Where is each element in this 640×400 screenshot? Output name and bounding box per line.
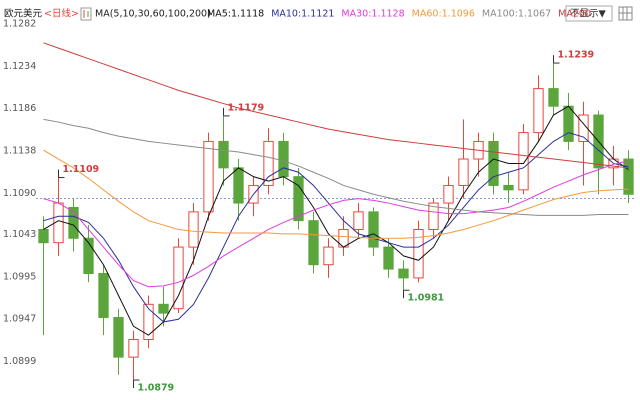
candle-body	[143, 303, 154, 341]
annotation-label: 1.0879	[138, 383, 175, 394]
y-tick-label: 1.1138	[3, 145, 36, 156]
icon-frame	[80, 7, 92, 21]
candle-body	[173, 246, 184, 310]
ma-line	[43, 105, 629, 336]
button-frame	[565, 5, 613, 22]
y-tick-label: 1.0899	[3, 356, 36, 367]
candle-body	[188, 211, 199, 248]
ma-line	[43, 149, 629, 239]
annotation-label: 1.0981	[408, 293, 445, 304]
toggle-button[interactable]: 不显示▼	[565, 5, 613, 22]
period[interactable]: <日线>	[44, 8, 79, 20]
candle-body	[533, 88, 544, 134]
candle-body	[278, 140, 289, 178]
candle-body	[158, 303, 169, 314]
ma-line	[43, 118, 629, 216]
candle-body	[578, 114, 589, 142]
candle-body	[293, 176, 304, 222]
ma-line	[43, 160, 629, 288]
candle-body	[323, 246, 334, 266]
ma-list: MA(5,10,30,60,100,200)	[95, 9, 211, 20]
grid-icon[interactable]	[618, 6, 633, 21]
y-tick-label: 1.1043	[3, 229, 36, 240]
candle-body	[353, 211, 364, 230]
candle-body	[128, 339, 139, 358]
legend-entry: MA30:1.1128	[341, 9, 404, 20]
candle-body	[458, 158, 469, 186]
symbol: 欧元美元	[4, 8, 43, 20]
candle-body	[548, 88, 559, 107]
candle-body	[428, 202, 439, 230]
ma-line	[43, 132, 629, 323]
y-tick-label: 1.1282	[3, 19, 36, 30]
candle-body	[263, 140, 274, 186]
candle-body	[233, 167, 244, 204]
legend-entry: MA10:1.1121	[271, 9, 334, 20]
candle-body	[368, 211, 379, 248]
legend-entry: MA5:1.1118	[207, 9, 264, 20]
plot-area: 1.0899 1.0947 1.0995 1.1043 1.1090 1.1138 1.11…	[0, 19, 636, 394]
candle-body	[398, 268, 409, 279]
y-tick-label: 1.0995	[3, 271, 36, 282]
candle-body	[443, 184, 454, 204]
y-tick-label: 1.1090	[3, 188, 36, 199]
candle-body	[203, 140, 214, 213]
candle-body	[413, 228, 424, 279]
candle-body	[308, 220, 319, 266]
y-tick-label: 1.1186	[3, 103, 36, 114]
candle-body	[563, 105, 574, 142]
y-tick-label: 1.1234	[3, 61, 36, 72]
button-label: 不显示▼	[570, 9, 607, 20]
candle-body	[98, 272, 109, 319]
candle-body	[218, 140, 229, 169]
y-tick-label: 1.0947	[3, 314, 36, 325]
candle-body	[503, 184, 514, 191]
annotation-label: 1.1179	[228, 102, 265, 113]
header: 欧元美元 <日线> MA(5,10,30,60,100,200) 不显示▼ MA…	[4, 5, 633, 22]
legend-entry: MA60:1.1096	[412, 9, 475, 20]
legend-entry: MA200	[558, 9, 591, 20]
annotation-label: 1.1239	[558, 50, 595, 61]
legend-entry: MA100:1.1067	[482, 9, 551, 20]
ma-line	[43, 42, 629, 169]
candle-body	[383, 246, 394, 270]
chart-type-icon[interactable]	[80, 7, 92, 21]
candle-body	[68, 206, 79, 239]
candle-body	[623, 158, 634, 195]
candle-body	[518, 132, 529, 191]
annotation-label: 1.1109	[63, 164, 100, 175]
candle-body	[38, 228, 49, 244]
candle-body	[83, 237, 94, 274]
candle-body	[113, 317, 124, 358]
